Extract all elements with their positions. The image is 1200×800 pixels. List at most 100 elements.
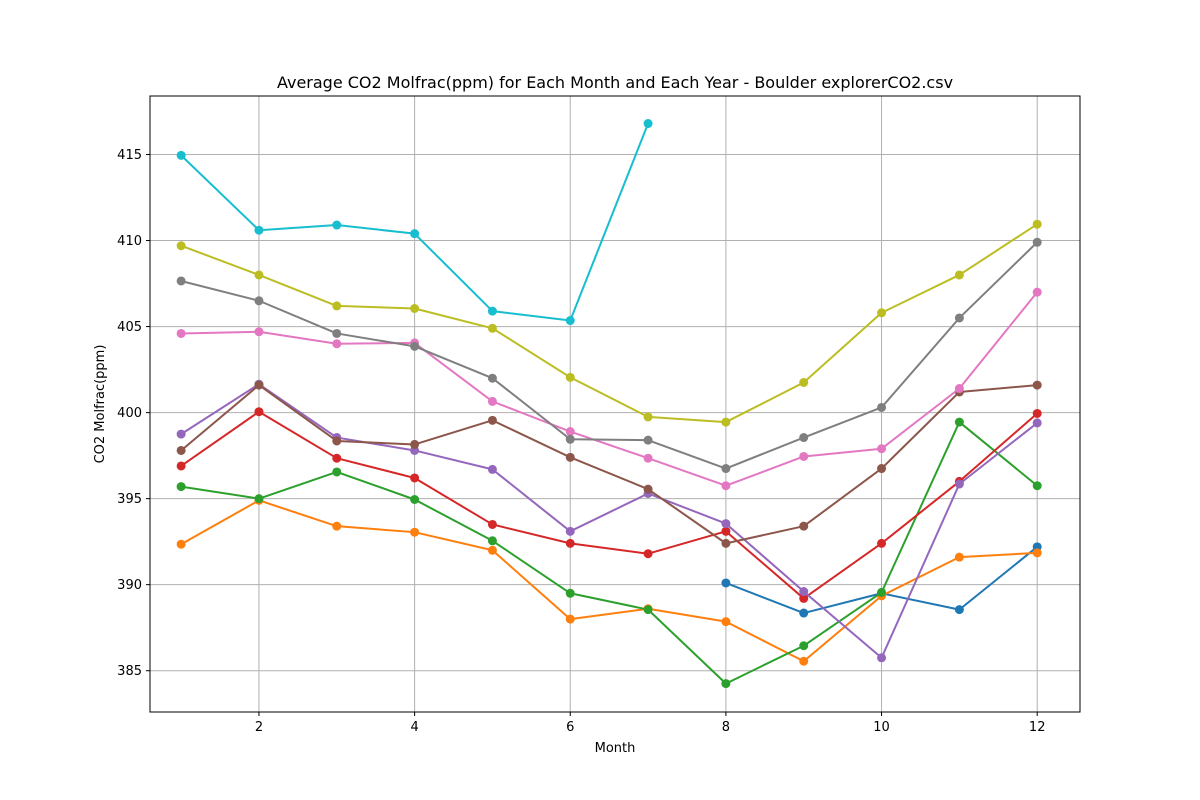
data-point	[1032, 481, 1042, 491]
data-point	[799, 451, 809, 461]
data-point	[332, 436, 342, 446]
data-point	[487, 545, 497, 555]
data-point	[254, 296, 264, 306]
data-point	[176, 539, 186, 549]
data-point	[410, 341, 420, 351]
data-point	[410, 304, 420, 314]
data-point	[565, 316, 575, 326]
data-point	[565, 452, 575, 462]
data-point	[877, 538, 887, 548]
plot-frame	[149, 95, 1081, 713]
data-point	[643, 453, 653, 463]
data-point	[721, 519, 731, 529]
data-point	[410, 494, 420, 504]
data-point	[410, 229, 420, 239]
series-line	[180, 421, 1038, 685]
y-tick-label: 405	[117, 320, 142, 335]
data-point	[176, 445, 186, 455]
series-9	[176, 219, 1042, 427]
series-line	[180, 223, 1038, 424]
data-point	[1032, 418, 1042, 428]
data-point	[954, 417, 964, 427]
data-point	[176, 276, 186, 286]
data-point	[487, 306, 497, 316]
data-point	[643, 484, 653, 494]
y-tick-label: 415	[117, 148, 142, 163]
y-tick-label: 410	[117, 234, 142, 249]
series-line	[180, 499, 1038, 663]
series-6	[176, 380, 1042, 548]
series-line	[181, 291, 1038, 487]
data-point	[721, 417, 731, 427]
data-point	[1032, 219, 1042, 229]
data-point	[565, 588, 575, 598]
data-point	[954, 552, 964, 562]
data-point	[877, 402, 887, 412]
x-tick-label: 8	[722, 720, 730, 735]
data-point	[254, 380, 264, 390]
data-point	[487, 373, 497, 383]
data-point	[565, 372, 575, 382]
series-line	[180, 384, 1038, 545]
data-point	[799, 608, 809, 618]
data-point	[565, 614, 575, 624]
data-point	[176, 461, 186, 471]
x-tick-label: 4	[410, 720, 418, 735]
data-point	[410, 473, 420, 483]
x-axis-label: Month	[595, 741, 636, 756]
data-point	[410, 527, 420, 537]
x-tick-label: 12	[1029, 720, 1046, 735]
data-point	[799, 593, 809, 603]
data-point	[487, 323, 497, 333]
data-point	[721, 617, 731, 627]
data-point	[332, 467, 342, 477]
data-point	[643, 549, 653, 559]
data-point	[799, 521, 809, 531]
data-point	[954, 384, 964, 394]
data-point	[332, 339, 342, 349]
x-tick-label: 10	[873, 720, 890, 735]
data-point	[799, 433, 809, 443]
y-axis: 385 390 395 400 405 410 415	[117, 148, 150, 679]
data-point	[176, 150, 186, 160]
data-point	[954, 605, 964, 615]
data-point	[565, 538, 575, 548]
data-point	[487, 536, 497, 546]
data-point	[332, 521, 342, 531]
data-point	[176, 429, 186, 439]
data-point	[332, 301, 342, 311]
data-point	[254, 494, 264, 504]
data-point	[487, 396, 497, 406]
data-point	[799, 587, 809, 597]
data-point	[1032, 380, 1042, 390]
data-point	[954, 479, 964, 489]
data-point	[643, 119, 653, 129]
y-tick-label: 395	[117, 492, 142, 507]
data-point	[877, 444, 887, 454]
series-line	[180, 410, 1038, 600]
data-point	[487, 519, 497, 529]
data-point	[877, 587, 887, 597]
data-point	[799, 641, 809, 651]
series-7	[176, 287, 1042, 491]
chart-title: Average CO2 Molfrac(ppm) for Each Month …	[277, 73, 953, 92]
data-point	[1032, 548, 1042, 558]
data-point	[176, 241, 186, 251]
y-tick-label: 400	[117, 406, 142, 421]
data-point	[643, 435, 653, 445]
series-line	[180, 241, 1038, 470]
series-line	[180, 383, 1038, 659]
series-layer	[176, 119, 1042, 689]
series-3	[176, 417, 1042, 689]
data-point	[721, 464, 731, 474]
data-point	[332, 453, 342, 463]
series-10	[176, 119, 653, 326]
data-point	[721, 538, 731, 548]
data-point	[1032, 408, 1042, 418]
data-point	[176, 328, 186, 338]
data-point	[487, 464, 497, 474]
data-point	[799, 377, 809, 387]
data-point	[643, 605, 653, 615]
